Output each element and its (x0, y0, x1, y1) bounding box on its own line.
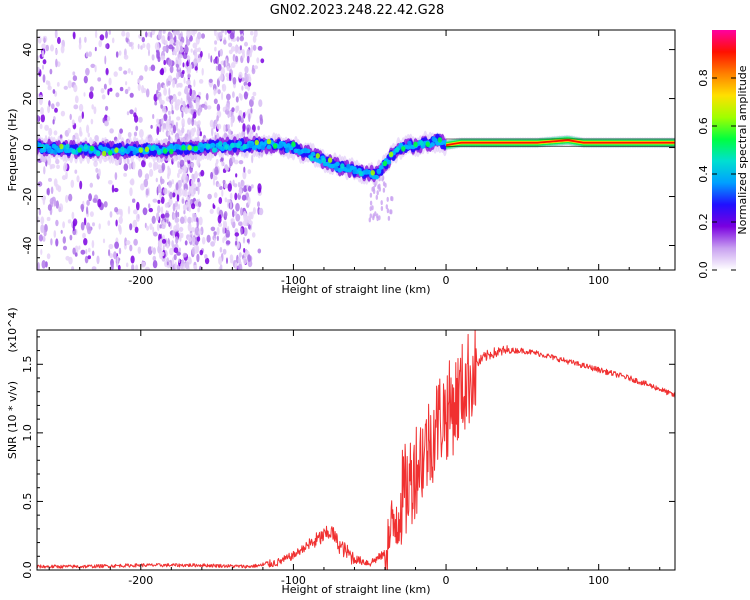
snr-x-tick-label: -100 (281, 574, 306, 587)
spectrogram-x-ticks: -200 -100 0 100 (48, 30, 661, 287)
spectrogram-y-tick-label: -20 (21, 188, 34, 206)
snr-x-tick-label: 0 (443, 574, 450, 587)
snr-frame (36, 329, 676, 571)
colorbar-label: Normalized spectral amplitude (736, 65, 749, 234)
spectrogram-x-axis-label: Height of straight line (km) (281, 283, 430, 296)
spectrogram-frame (36, 29, 676, 271)
snr-x-axis-label: Height of straight line (km) (281, 583, 430, 596)
spectrogram-y-ticks: 40 20 0 -20 -40 (21, 36, 675, 271)
spectrogram-y-tick-label: 40 (21, 43, 34, 57)
snr-panel: -200 -100 0 100 0.0 0.5 1.0 1.5 Height of stra… (6, 307, 676, 596)
spectrogram-y-tick-label: -40 (21, 237, 34, 255)
snr-y-tick-label: 0.0 (21, 561, 34, 579)
snr-background (37, 330, 675, 570)
snr-y-tick-label: 1.5 (21, 356, 34, 374)
spectrogram-x-tick-label: -100 (281, 274, 306, 287)
snr-scale-label: (x10^4) (6, 307, 19, 352)
snr-series-line (37, 330, 675, 570)
spectrogram-core (446, 135, 675, 150)
spectrogram-x-tick-label: 0 (443, 274, 450, 287)
colorbar-ticks: 0.0 0.2 0.4 0.6 0.8 (697, 69, 736, 279)
snr-y-ticks: 0.0 0.5 1.0 1.5 (21, 336, 675, 579)
figure-title: GN02.2023.248.22.42.G28 (270, 3, 445, 18)
spectrogram-heat (37, 30, 675, 270)
spectrogram-y-tick-label: 20 (21, 92, 34, 106)
snr-y-tick-label: 0.5 (21, 493, 34, 511)
snr-y-axis-label: SNR (10 * v/v) (6, 381, 19, 459)
spectrogram-panel: -200 -100 0 100 40 20 0 -20 -40 Height of strai… (6, 29, 676, 296)
snr-line-clip (37, 330, 675, 570)
snr-x-ticks: -200 -100 0 100 (48, 330, 661, 587)
colorbar-gradient (712, 30, 736, 270)
colorbar-tick-label: 0.6 (697, 117, 710, 135)
spectrogram-y-tick-label: 0 (21, 144, 34, 151)
spectrogram-hotspots (37, 136, 443, 177)
snr-x-tick-label: -200 (128, 574, 153, 587)
snr-x-tick-label: 100 (588, 574, 609, 587)
snr-y-tick-label: 1.0 (21, 424, 34, 442)
spectrogram-x-tick-label: -200 (128, 274, 153, 287)
spectrogram-y-axis-label: Frequency (Hz) (6, 109, 19, 192)
colorbar-tick-label: 0.8 (697, 69, 710, 87)
colorbar: 0.0 0.2 0.4 0.6 0.8 Normalized spectral ampl… (697, 30, 749, 279)
colorbar-tick-label: 0.2 (697, 213, 710, 231)
spectrogram-ridge (37, 130, 675, 186)
colorbar-tick-label: 0.0 (697, 261, 710, 279)
colorbar-tick-label: 0.4 (697, 165, 710, 183)
spectrogram-x-tick-label: 100 (588, 274, 609, 287)
